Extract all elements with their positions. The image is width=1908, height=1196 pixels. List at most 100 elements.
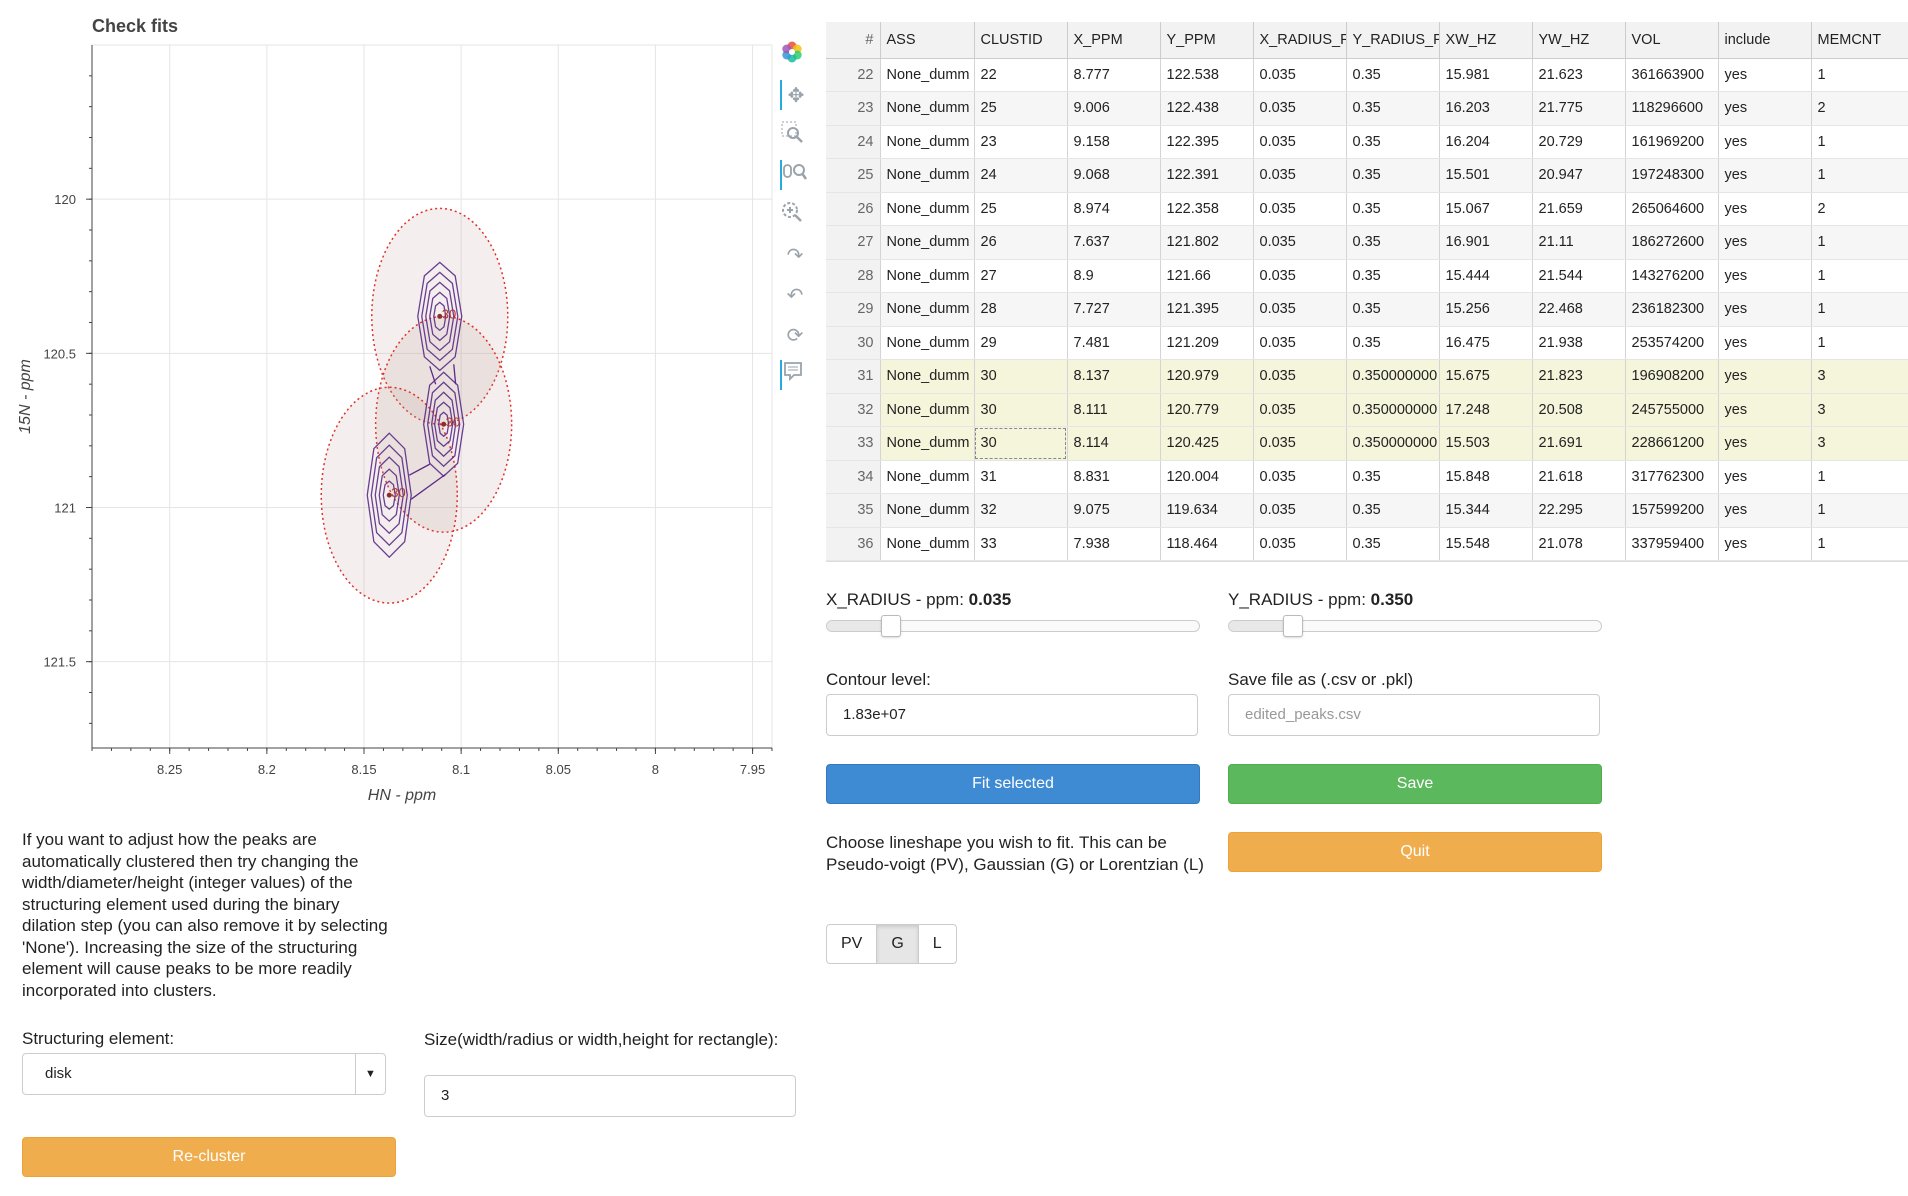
table-cell[interactable]: 1 [1811,460,1908,494]
table-cell[interactable]: 121.209 [1160,326,1254,360]
table-cell[interactable]: yes [1718,58,1812,92]
table-cell[interactable]: yes [1718,158,1812,193]
table-cell[interactable]: 8.777 [1067,58,1161,92]
table-cell[interactable]: 0.035 [1253,326,1347,360]
table-cell[interactable]: 0.350000000 [1346,426,1440,461]
table-cell[interactable]: 0.035 [1253,359,1347,394]
table-cell[interactable]: 122.438 [1160,91,1254,126]
table-cell[interactable]: 161969200 [1625,125,1719,159]
table-cell[interactable]: 21.078 [1532,527,1626,561]
table-cell[interactable]: None_dumm [880,393,975,427]
table-cell[interactable]: 122.358 [1160,192,1254,226]
table-row[interactable]: 23 None_dumm 25 9.006 122.438 0.035 0.35 16.203… [826,91,1908,126]
table-row[interactable]: 32 None_dumm 30 8.111 120.779 0.035 0.35000000… [826,393,1908,427]
table-cell[interactable]: 120.779 [1160,393,1254,427]
table-cell[interactable]: 9.075 [1067,493,1161,528]
table-cell[interactable]: None_dumm [880,158,975,193]
table-cell[interactable]: 1 [1811,259,1908,293]
table-cell[interactable]: 0.035 [1253,225,1347,260]
table-row[interactable]: 35 None_dumm 32 9.075 119.634 0.035 0.35 15.344… [826,493,1908,528]
quit-button[interactable]: Quit [1228,832,1602,872]
table-cell[interactable]: yes [1718,493,1812,528]
table-cell[interactable]: None_dumm [880,460,975,494]
undo-icon[interactable]: ↶ [786,284,804,307]
table-cell[interactable]: 8.114 [1067,426,1161,461]
lineshape-option-l[interactable]: L [917,924,957,964]
table-cell[interactable]: 22.295 [1532,493,1626,528]
table-cell[interactable]: None_dumm [880,259,975,293]
table-cell[interactable]: 22 [974,58,1068,92]
table-cell[interactable]: 3 [1811,393,1908,427]
table-cell[interactable]: 0.035 [1253,259,1347,293]
table-cell[interactable]: 7.481 [1067,326,1161,360]
table-cell[interactable]: 1 [1811,225,1908,260]
table-cell[interactable]: 1 [1811,125,1908,159]
table-cell[interactable]: 0.35 [1346,125,1440,159]
table-cell[interactable]: 0.035 [1253,527,1347,561]
table-cell[interactable]: 120.979 [1160,359,1254,394]
table-cell[interactable]: 0.35 [1346,225,1440,260]
table-cell[interactable]: 21.11 [1532,225,1626,260]
table-cell[interactable]: 16.475 [1439,326,1533,360]
table-cell[interactable]: 7.727 [1067,292,1161,327]
plot-canvas[interactable]: 30 30 30 8.25 8.2 8.15 8.1 8.05 8 7.95 120 120.5 12… [0,0,780,810]
table-cell[interactable]: 1 [1811,292,1908,327]
table-cell[interactable]: 0.035 [1253,58,1347,92]
table-cell[interactable]: 0.035 [1253,292,1347,327]
table-cell[interactable]: 25 [974,192,1068,226]
table-cell[interactable]: 15.067 [1439,192,1533,226]
table-cell[interactable]: 32 [826,393,881,427]
table-cell[interactable]: 28 [826,259,881,293]
table-cell[interactable]: 0.35 [1346,527,1440,561]
table-cell[interactable]: 0.35 [1346,493,1440,528]
table-cell[interactable]: 121.66 [1160,259,1254,293]
table-cell[interactable]: 8.831 [1067,460,1161,494]
hover-icon[interactable] [780,360,810,390]
column-header[interactable]: MEMCNT [1811,22,1908,59]
table-cell[interactable]: 0.035 [1253,460,1347,494]
table-cell[interactable]: 31 [826,359,881,394]
chevron-down-icon[interactable]: ▼ [355,1054,385,1094]
table-cell[interactable]: 186272600 [1625,225,1719,260]
table-cell[interactable]: None_dumm [880,359,975,394]
column-header[interactable]: CLUSTID [974,22,1068,59]
table-cell[interactable]: 30 [974,393,1068,427]
table-cell[interactable]: 8.9 [1067,259,1161,293]
table-cell[interactable]: 20.947 [1532,158,1626,193]
table-cell[interactable]: 21.775 [1532,91,1626,126]
table-cell[interactable]: 196908200 [1625,359,1719,394]
table-cell[interactable]: 21.618 [1532,460,1626,494]
table-cell[interactable]: 121.395 [1160,292,1254,327]
table-cell[interactable]: 15.444 [1439,259,1533,293]
table-cell[interactable]: 0.350000000 [1346,359,1440,394]
table-cell[interactable]: 120.425 [1160,426,1254,461]
table-cell[interactable]: 28 [974,292,1068,327]
table-cell[interactable]: 7.637 [1067,225,1161,260]
check-fits-plot[interactable]: Check fits 30 30 30 8.25 8.2 8.15 8.1 8.05 8 7.9… [0,0,808,810]
table-cell[interactable]: 31 [974,460,1068,494]
column-header[interactable]: include [1718,22,1812,59]
table-row[interactable]: 27 None_dumm 26 7.637 121.802 0.035 0.35 16.901… [826,225,1908,260]
table-cell[interactable]: yes [1718,426,1812,461]
table-cell[interactable]: 236182300 [1625,292,1719,327]
table-cell[interactable]: 35 [826,493,881,528]
table-cell[interactable]: 337959400 [1625,527,1719,561]
table-cell[interactable]: 0.35 [1346,326,1440,360]
save-button[interactable]: Save [1228,764,1602,804]
column-header[interactable]: X_PPM [1067,22,1161,59]
table-cell[interactable]: 9.068 [1067,158,1161,193]
table-cell[interactable]: 17.248 [1439,393,1533,427]
table-row[interactable]: 25 None_dumm 24 9.068 122.391 0.035 0.35 15.501… [826,158,1908,193]
table-cell[interactable]: 23 [826,91,881,126]
table-row[interactable]: 31 None_dumm 30 8.137 120.979 0.035 0.35000000… [826,359,1908,394]
table-cell[interactable]: None_dumm [880,125,975,159]
table-cell[interactable]: 197248300 [1625,158,1719,193]
pan-icon[interactable]: ✥ [780,80,810,110]
table-cell[interactable]: None_dumm [880,58,975,92]
bokeh-logo-icon[interactable] [780,40,810,70]
table-cell[interactable]: 0.350000000 [1346,393,1440,427]
table-cell[interactable]: 24 [826,125,881,159]
table-cell[interactable]: None_dumm [880,91,975,126]
table-cell[interactable]: 9.006 [1067,91,1161,126]
table-cell[interactable]: 2 [1811,91,1908,126]
